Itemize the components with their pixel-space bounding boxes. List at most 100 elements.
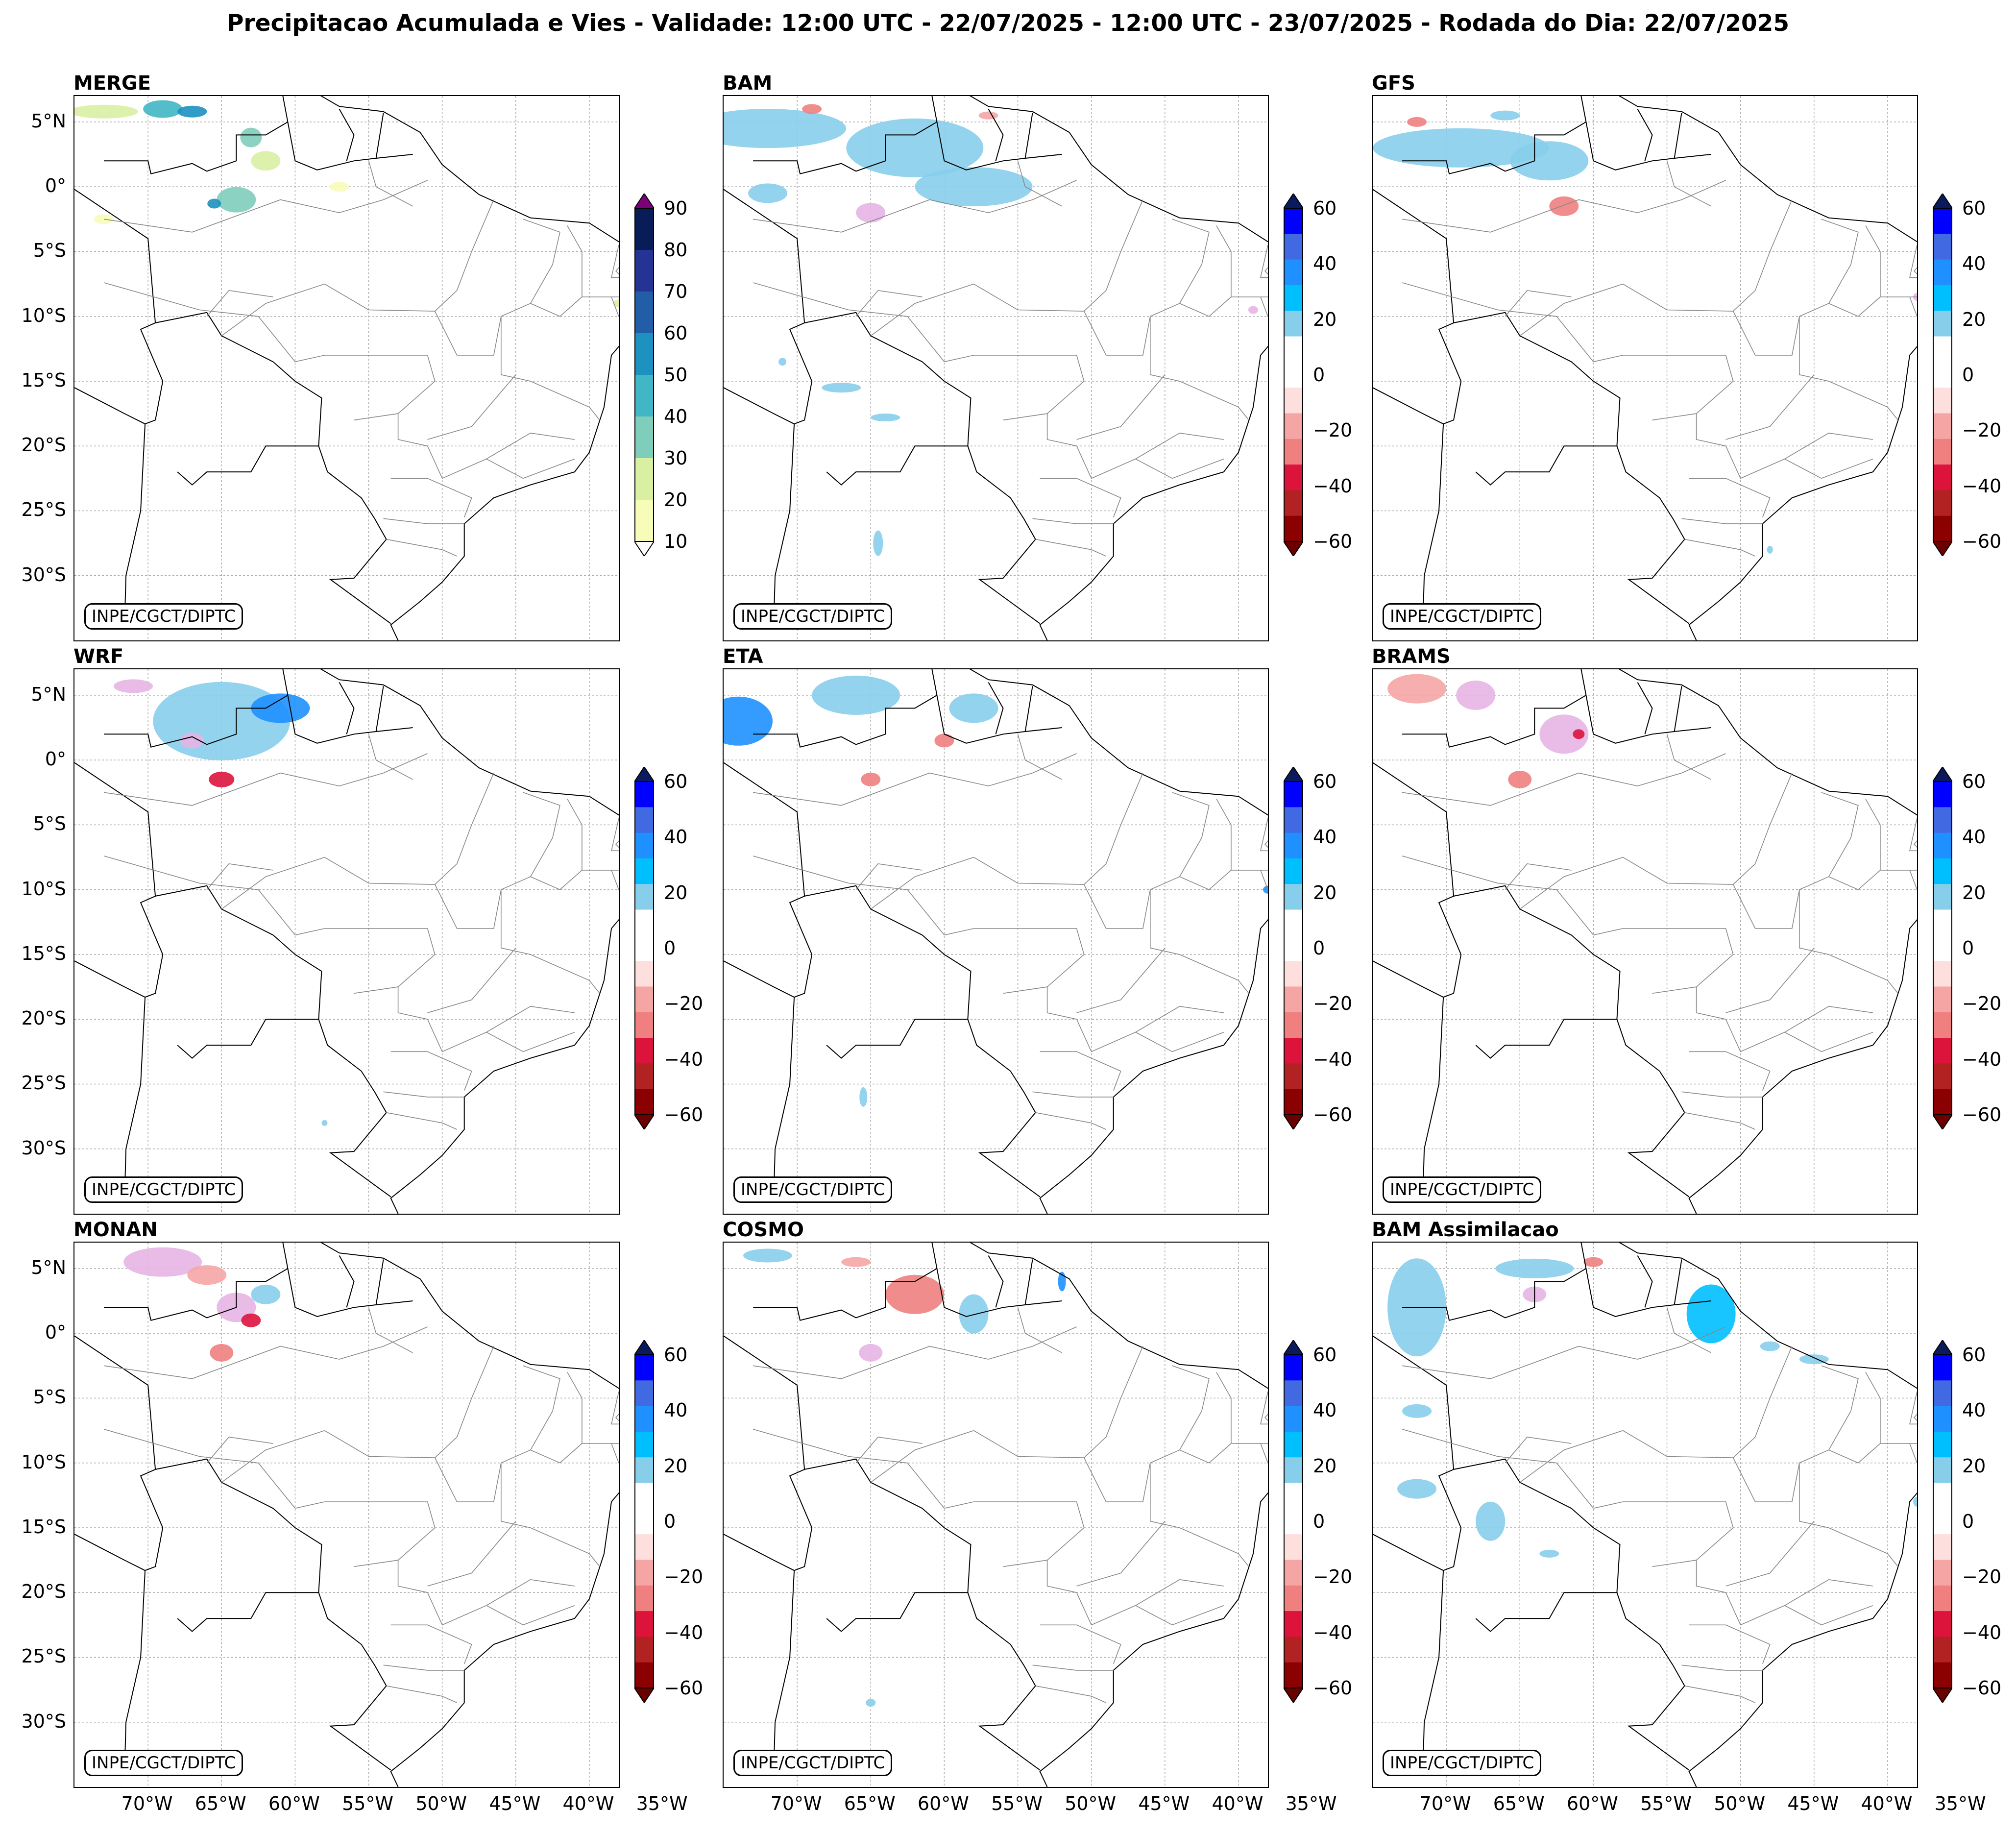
state-border bbox=[1732, 1449, 1829, 1502]
state-border bbox=[1681, 518, 1763, 524]
colorbar-segment bbox=[634, 1012, 654, 1038]
lat-label: 0° bbox=[45, 1321, 66, 1344]
colorbar-tick-label: −20 bbox=[1313, 419, 1353, 441]
country-border bbox=[988, 109, 1004, 161]
panel-title: BAM bbox=[723, 72, 773, 95]
precip-field-patch bbox=[861, 772, 881, 786]
credit-label: INPE/CGCT/DIPTC bbox=[1383, 1750, 1542, 1776]
state-border bbox=[1799, 889, 1898, 994]
map-area[interactable]: INPE/CGCT/DIPTC bbox=[1372, 1242, 1918, 1788]
colorbar-segment bbox=[634, 333, 654, 375]
colorbar-segment bbox=[1933, 259, 1952, 286]
state-border bbox=[427, 374, 516, 440]
country-border bbox=[1373, 189, 1690, 624]
country-border bbox=[826, 445, 968, 486]
colorbar-segment bbox=[1933, 1508, 1952, 1535]
colorbar-extend-max bbox=[634, 1340, 654, 1355]
lon-label: 40°W bbox=[1861, 1793, 1913, 1814]
state-border bbox=[1909, 818, 1917, 852]
panel-title: MONAN bbox=[73, 1219, 158, 1241]
state-border bbox=[1402, 753, 1726, 806]
state-border bbox=[944, 1501, 1085, 1567]
country-border bbox=[1402, 121, 1711, 174]
state-border bbox=[486, 432, 575, 460]
country-border bbox=[724, 387, 795, 425]
precip-field-patch bbox=[1760, 1341, 1780, 1351]
country-border bbox=[339, 682, 355, 734]
country-border bbox=[724, 1335, 1041, 1771]
map-area[interactable]: INPE/CGCT/DIPTC bbox=[723, 1242, 1269, 1788]
colorbar-tick-label: 20 bbox=[1313, 1455, 1337, 1477]
colorbar-segment bbox=[1933, 1406, 1952, 1432]
country-border bbox=[282, 96, 289, 122]
state-border bbox=[1150, 1463, 1249, 1567]
colorbar-segment bbox=[634, 1431, 654, 1458]
colorbar-tick-label: 0 bbox=[1313, 937, 1325, 959]
map-area[interactable]: INPE/CGCT/DIPTC bbox=[73, 668, 620, 1215]
state-border bbox=[1681, 1091, 1763, 1098]
colorbar bbox=[1284, 767, 1303, 1129]
colorbar-tick-label: 0 bbox=[1962, 937, 1974, 959]
state-border bbox=[1135, 1579, 1224, 1606]
colorbar bbox=[1933, 767, 1952, 1129]
state-border bbox=[753, 1429, 945, 1509]
state-border bbox=[1172, 219, 1232, 317]
country-border bbox=[1373, 762, 1690, 1198]
state-border bbox=[368, 734, 413, 780]
state-border bbox=[1519, 1430, 1623, 1483]
precip-field-patch bbox=[210, 1344, 234, 1362]
precip-field-patch bbox=[114, 679, 153, 693]
colorbar-extend-min bbox=[1284, 541, 1303, 556]
colorbar-segment bbox=[1284, 858, 1303, 884]
state-border bbox=[1076, 1521, 1166, 1587]
colorbar-segment bbox=[1284, 935, 1303, 961]
state-border bbox=[870, 1430, 974, 1483]
state-border bbox=[1865, 799, 1881, 870]
lat-label: 30°S bbox=[21, 1710, 66, 1732]
state-border bbox=[1689, 1051, 1771, 1091]
state-border bbox=[611, 296, 619, 317]
state-border bbox=[206, 290, 273, 317]
country-border bbox=[282, 669, 289, 696]
map-area[interactable]: INPE/CGCT/DIPTC bbox=[1372, 95, 1918, 641]
state-border bbox=[1035, 1112, 1107, 1130]
state-border bbox=[1172, 1365, 1232, 1464]
lon-label: 35°W bbox=[636, 1793, 688, 1814]
map-area[interactable]: INPE/CGCT/DIPTC bbox=[73, 95, 620, 641]
map-area[interactable]: INPE/CGCT/DIPTC bbox=[723, 95, 1269, 641]
lon-label: 65°W bbox=[844, 1793, 896, 1814]
country-border bbox=[1039, 919, 1268, 1214]
state-border bbox=[1260, 245, 1268, 278]
state-border bbox=[1666, 734, 1711, 780]
state-border bbox=[501, 1463, 600, 1567]
map-area[interactable]: INPE/CGCT/DIPTC bbox=[1372, 668, 1918, 1215]
country-border bbox=[988, 682, 1004, 734]
precip-field-patch bbox=[959, 1294, 989, 1334]
map-area[interactable]: INPE/CGCT/DIPTC bbox=[73, 1242, 620, 1788]
lat-label: 10°S bbox=[21, 1451, 66, 1473]
colorbar-segment bbox=[1933, 858, 1952, 884]
lon-label: 55°W bbox=[991, 1793, 1043, 1814]
lon-label: 65°W bbox=[194, 1793, 246, 1814]
state-border bbox=[324, 856, 435, 885]
country-border bbox=[1024, 686, 1033, 732]
colorbar-segment bbox=[634, 1560, 654, 1586]
country-border bbox=[773, 997, 795, 1201]
state-border bbox=[1913, 1414, 1917, 1421]
state-border bbox=[397, 987, 428, 1020]
colorbar bbox=[634, 1340, 654, 1703]
map-area[interactable]: INPE/CGCT/DIPTC bbox=[723, 668, 1269, 1215]
colorbar-tick-label: 40 bbox=[1313, 253, 1337, 275]
country-border bbox=[74, 762, 391, 1198]
state-border bbox=[1017, 1307, 1062, 1353]
precip-field-patch bbox=[251, 151, 281, 171]
lat-label: 15°S bbox=[21, 942, 66, 964]
lat-label: 25°S bbox=[21, 1072, 66, 1094]
colorbar-segment bbox=[634, 500, 654, 542]
country-border bbox=[74, 387, 146, 425]
state-border bbox=[1689, 1624, 1771, 1664]
state-border bbox=[486, 1579, 575, 1606]
lat-label: 5°S bbox=[33, 813, 66, 835]
state-border bbox=[103, 1326, 428, 1379]
state-border bbox=[1821, 792, 1881, 890]
